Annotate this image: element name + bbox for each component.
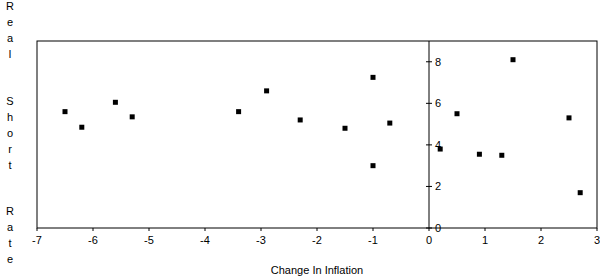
point [567, 115, 572, 120]
point [130, 114, 135, 119]
point [343, 126, 348, 131]
y-tick [426, 186, 432, 187]
points [63, 57, 583, 195]
y-tick-label: 2 [435, 180, 441, 192]
point [477, 152, 482, 157]
x-tick [597, 228, 598, 231]
point [499, 153, 504, 158]
x-tick [541, 228, 542, 231]
x-tick [485, 228, 486, 231]
point [438, 147, 443, 152]
x-tick [149, 228, 150, 231]
x-tick [317, 228, 318, 231]
x-tick-label: 2 [538, 234, 544, 246]
point [455, 111, 460, 116]
x-tick [373, 228, 374, 231]
y-tick-label: 0 [435, 222, 441, 234]
x-tick [205, 228, 206, 231]
y-tick [426, 103, 432, 104]
point [63, 109, 68, 114]
y-tick [426, 61, 432, 62]
point [511, 57, 516, 62]
y-tick-label: 8 [435, 56, 441, 68]
point [79, 125, 84, 130]
x-tick-label: 3 [594, 234, 600, 246]
x-tick-label: -1 [368, 234, 378, 246]
x-tick-label: -3 [256, 234, 266, 246]
point [236, 109, 241, 114]
x-tick [37, 228, 38, 231]
point [578, 190, 583, 195]
y-tick [426, 144, 432, 145]
y-axis-label: Real Short Rate [6, 0, 14, 265]
point [371, 75, 376, 80]
y-axis-line [429, 41, 430, 228]
point [371, 163, 376, 168]
x-tick-label: -6 [88, 234, 98, 246]
x-tick-label: 1 [482, 234, 488, 246]
x-tick-label: 0 [426, 234, 432, 246]
x-tick-label: -7 [32, 234, 42, 246]
y-tick-label: 6 [435, 97, 441, 109]
point [113, 100, 118, 105]
plot-frame [37, 41, 597, 228]
x-tick-label: -2 [312, 234, 322, 246]
x-tick [429, 228, 430, 231]
chart: 02468-7-6-5-4-3-2-10123Change In Inflati… [0, 0, 600, 279]
x-tick [93, 228, 94, 231]
x-tick-label: -4 [200, 234, 210, 246]
x-tick-label: -5 [144, 234, 154, 246]
point [298, 117, 303, 122]
point [264, 88, 269, 93]
point [387, 121, 392, 126]
x-axis-label: Change In Inflation [271, 264, 363, 276]
x-tick [261, 228, 262, 231]
